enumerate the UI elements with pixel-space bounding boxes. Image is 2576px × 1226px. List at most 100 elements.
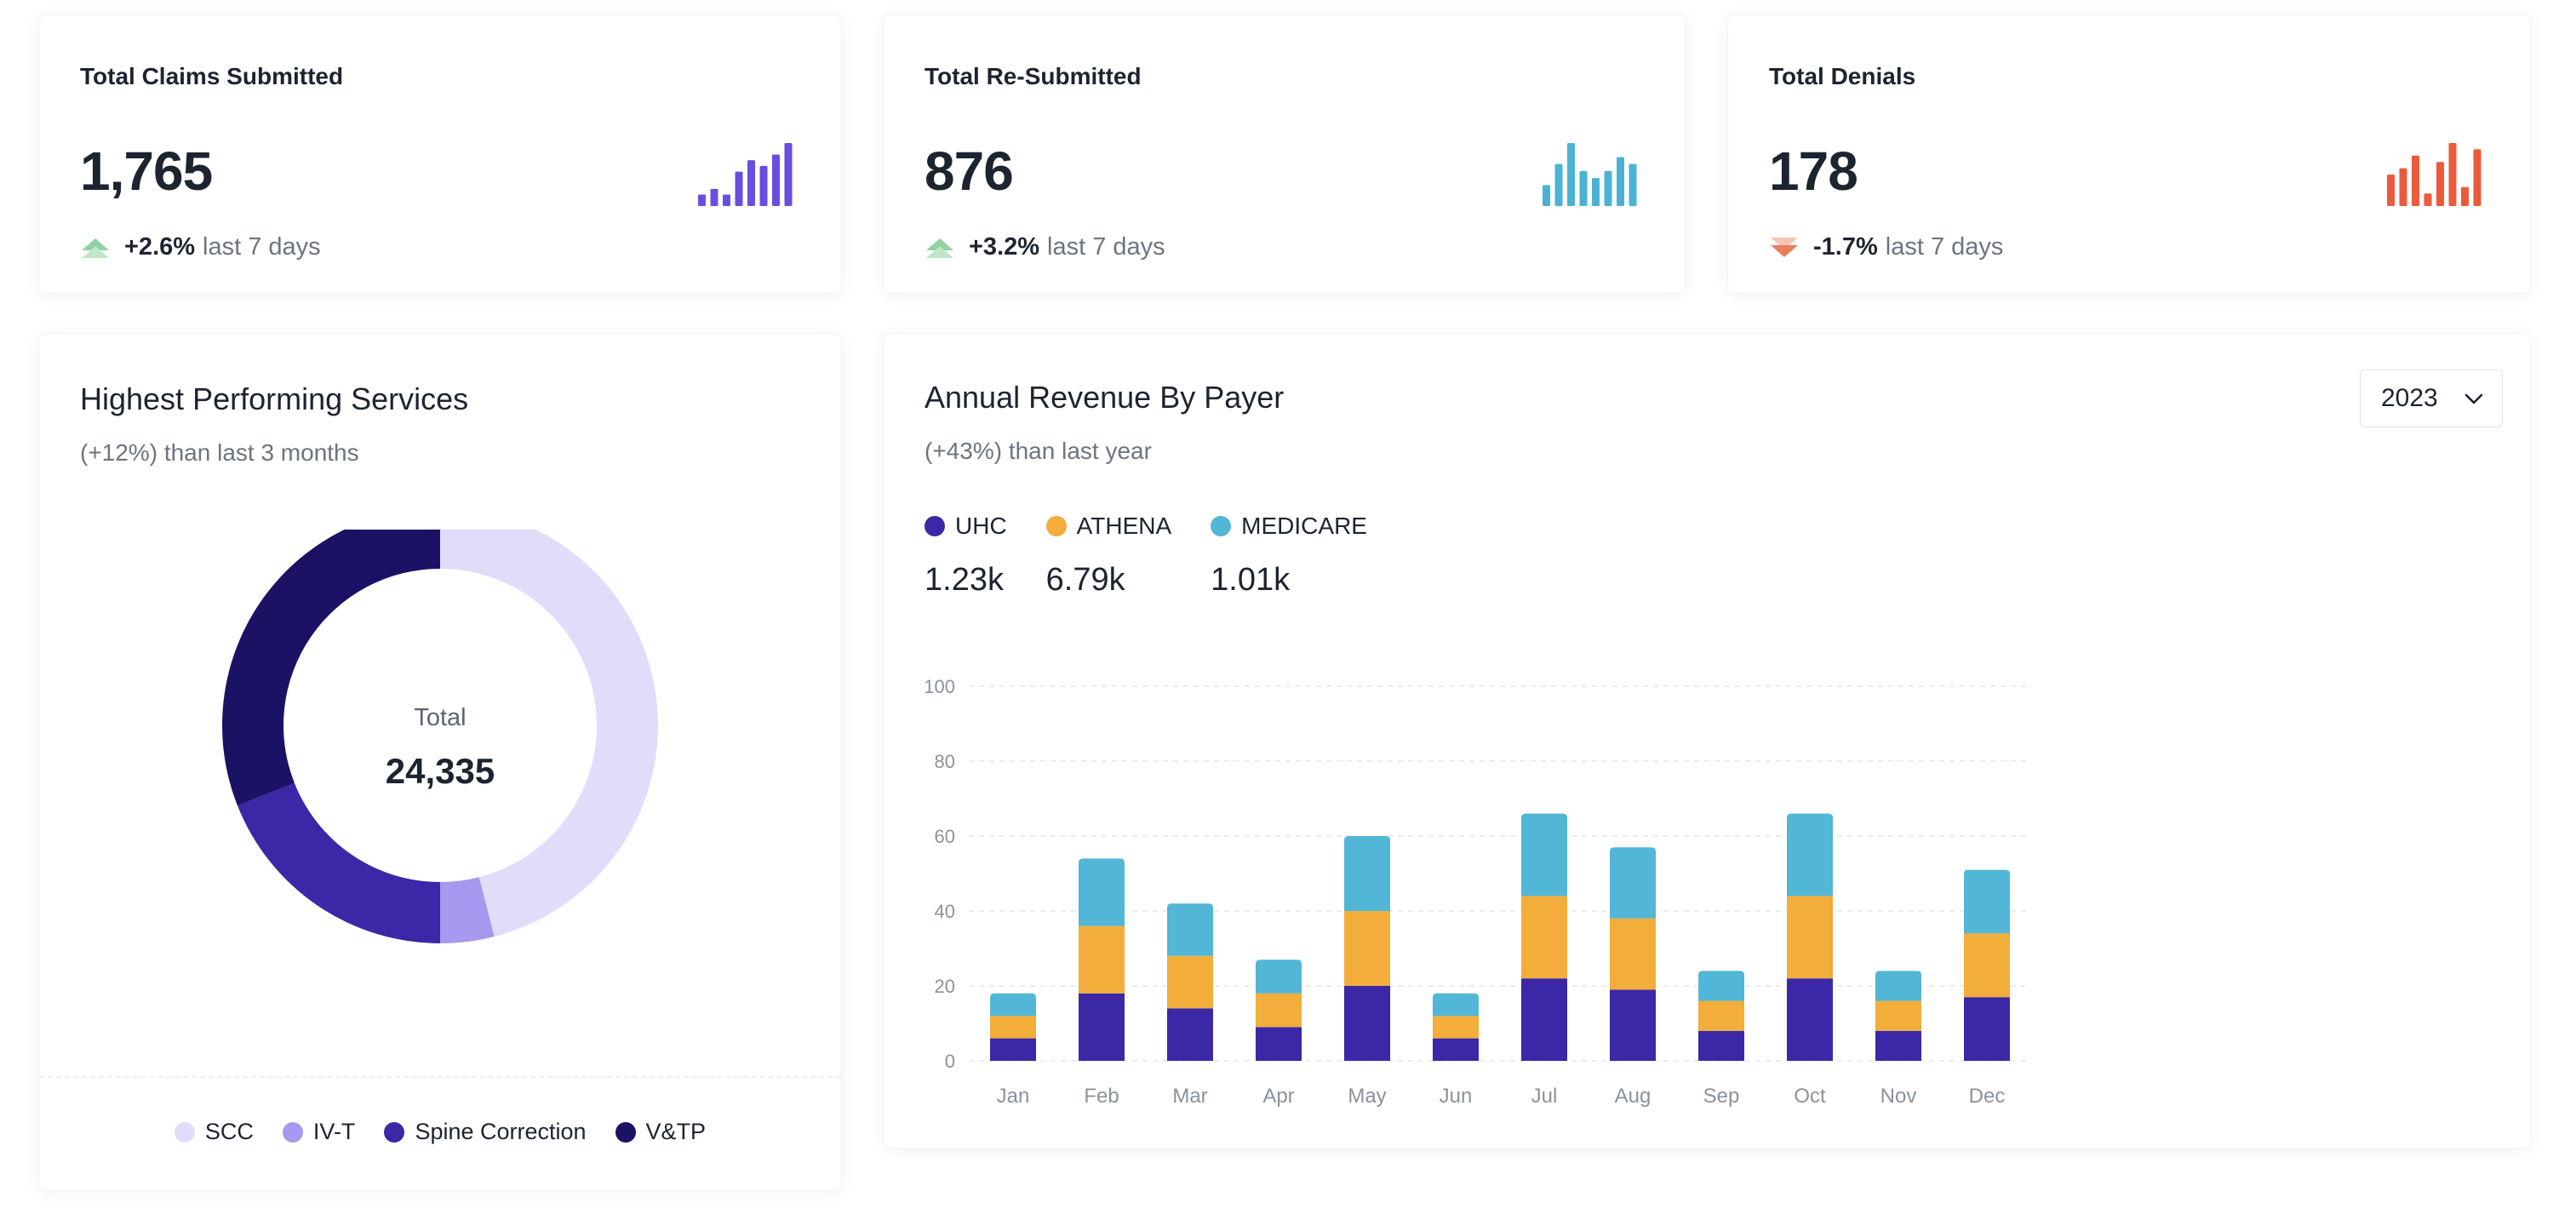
kpi-period: last 7 days: [1885, 233, 2004, 261]
kpi-trend: +2.6% last 7 days: [80, 233, 321, 261]
y-tick-label: 20: [935, 976, 955, 997]
bar-uhc-jan[interactable]: [990, 1038, 1036, 1061]
sparkline-bar: [747, 160, 755, 206]
legend-item-spine-correction[interactable]: Spine Correction: [384, 1119, 587, 1145]
legend-item-iv-t[interactable]: IV-T: [282, 1119, 355, 1145]
y-tick-label: 40: [935, 901, 955, 922]
legend-divider: [39, 1076, 841, 1078]
bar-athena-may[interactable]: [1344, 911, 1390, 986]
bar-athena-oct[interactable]: [1787, 896, 1833, 979]
kpi-period: last 7 days: [203, 233, 321, 261]
sparkline-bar: [772, 154, 780, 206]
payer-name-row: MEDICARE: [1211, 513, 1367, 540]
x-tick-label: Mar: [1172, 1085, 1207, 1108]
year-select[interactable]: 2023: [2360, 370, 2503, 427]
bar-medicare-jan[interactable]: [990, 993, 1036, 1017]
x-tick-label: Jul: [1531, 1085, 1558, 1108]
bar-uhc-oct[interactable]: [1787, 978, 1833, 1061]
bar-medicare-apr[interactable]: [1256, 960, 1302, 994]
bar-uhc-mar[interactable]: [1167, 1008, 1213, 1061]
bar-medicare-may[interactable]: [1344, 836, 1390, 911]
payer-athena[interactable]: ATHENA 6.79k: [1045, 513, 1172, 599]
sparkline-bar: [2473, 149, 2482, 206]
services-donut-chart: Total 24,335: [222, 530, 658, 943]
bar-medicare-aug[interactable]: [1610, 847, 1656, 919]
payer-name: ATHENA: [1076, 513, 1172, 539]
bar-medicare-mar[interactable]: [1167, 903, 1213, 956]
legend-dot: [384, 1121, 405, 1143]
revenue-card: Annual Revenue By Payer (+43%) than last…: [884, 334, 2530, 1148]
legend-dot: [174, 1121, 195, 1143]
bar-medicare-jun[interactable]: [1433, 993, 1479, 1017]
year-select-value: 2023: [2381, 384, 2438, 412]
bar-uhc-nov[interactable]: [1875, 1030, 1921, 1061]
bar-athena-jun[interactable]: [1433, 1016, 1479, 1039]
payer-uhc[interactable]: UHC 1.23k: [924, 513, 1007, 599]
sparkline-bar: [710, 188, 718, 206]
bar-athena-jan[interactable]: [990, 1016, 1036, 1039]
donut-slice-spine-correction[interactable]: [237, 782, 440, 943]
payer-total: 1.01k: [1211, 562, 1291, 598]
bar-athena-dec[interactable]: [1964, 933, 2010, 998]
revenue-bar-chart: 0 20 40 60 80 100 Jan Feb Mar Apr May Jun Jul Aug Sep O…: [924, 676, 2031, 1108]
sparkline-bar: [784, 143, 793, 206]
kpi-title: Total Denials: [1769, 63, 1916, 89]
bar-uhc-feb[interactable]: [1079, 993, 1125, 1061]
bar-medicare-dec[interactable]: [1964, 869, 2010, 934]
bar-uhc-jul[interactable]: [1521, 978, 1567, 1061]
legend-dot: [924, 516, 945, 536]
sparkline-bar: [1604, 170, 1612, 206]
chevron-down-icon: [2464, 393, 2483, 404]
bar-uhc-apr[interactable]: [1256, 1027, 1302, 1061]
payer-name: UHC: [955, 513, 1007, 539]
x-tick-label: May: [1348, 1085, 1386, 1108]
trend-down-icon: [1771, 237, 1798, 257]
payer-name: MEDICARE: [1241, 513, 1367, 539]
sparkline-chart: [1543, 143, 1637, 206]
legend-label: SCC: [204, 1119, 254, 1144]
sparkline-bar: [1617, 157, 1624, 206]
donut-slice-iv-t[interactable]: [440, 877, 495, 943]
bar-medicare-jul[interactable]: [1521, 813, 1567, 897]
bar-athena-nov[interactable]: [1875, 1000, 1921, 1031]
x-tick-label: Feb: [1084, 1085, 1119, 1108]
x-tick-label: Sep: [1703, 1085, 1740, 1108]
bar-uhc-dec[interactable]: [1964, 997, 2010, 1061]
payer-total: 1.23k: [924, 562, 1004, 598]
bar-uhc-aug[interactable]: [1610, 989, 1656, 1061]
bar-athena-aug[interactable]: [1610, 918, 1656, 990]
payer-medicare[interactable]: MEDICARE 1.01k: [1211, 513, 1367, 599]
legend-item-vtp[interactable]: V&TP: [615, 1119, 706, 1145]
x-tick-label: Jun: [1440, 1085, 1473, 1108]
kpi-card-resubmitted: Total Re-Submitted 876 +3.2% last 7 days: [884, 15, 1686, 293]
sparkline-bar: [1629, 163, 1637, 206]
donut-slice-scc[interactable]: [440, 530, 658, 937]
bar-medicare-feb[interactable]: [1079, 858, 1125, 926]
legend-dot: [615, 1121, 636, 1143]
kpi-title: Total Claims Submitted: [80, 63, 344, 89]
services-title: Highest Performing Services: [80, 381, 469, 416]
revenue-title: Annual Revenue By Payer: [924, 380, 1285, 415]
bar-athena-jul[interactable]: [1521, 896, 1567, 979]
kpi-trend: -1.7% last 7 days: [1769, 233, 2003, 261]
bar-uhc-sep[interactable]: [1698, 1030, 1744, 1061]
y-tick-label: 0: [945, 1051, 955, 1072]
bar-medicare-sep[interactable]: [1698, 971, 1744, 1001]
donut-slice-v-tp[interactable]: [222, 530, 440, 806]
bar-medicare-oct[interactable]: [1787, 813, 1833, 897]
bar-athena-sep[interactable]: [1698, 1000, 1744, 1031]
bar-medicare-nov[interactable]: [1875, 971, 1921, 1001]
y-tick-label: 80: [935, 751, 955, 772]
bar-uhc-jun[interactable]: [1433, 1038, 1479, 1061]
sparkline-bar: [1554, 163, 1563, 206]
trend-up-icon: [926, 238, 953, 258]
bar-athena-apr[interactable]: [1256, 993, 1302, 1028]
legend-item-scc[interactable]: SCC: [174, 1119, 254, 1145]
bar-athena-feb[interactable]: [1079, 925, 1125, 994]
bar-athena-mar[interactable]: [1167, 955, 1213, 1009]
y-tick-label: 100: [924, 676, 955, 697]
sparkline-bar: [1543, 185, 1550, 206]
payer-name-row: UHC: [924, 513, 1007, 540]
sparkline-bar: [698, 194, 706, 206]
bar-uhc-may[interactable]: [1344, 986, 1390, 1061]
